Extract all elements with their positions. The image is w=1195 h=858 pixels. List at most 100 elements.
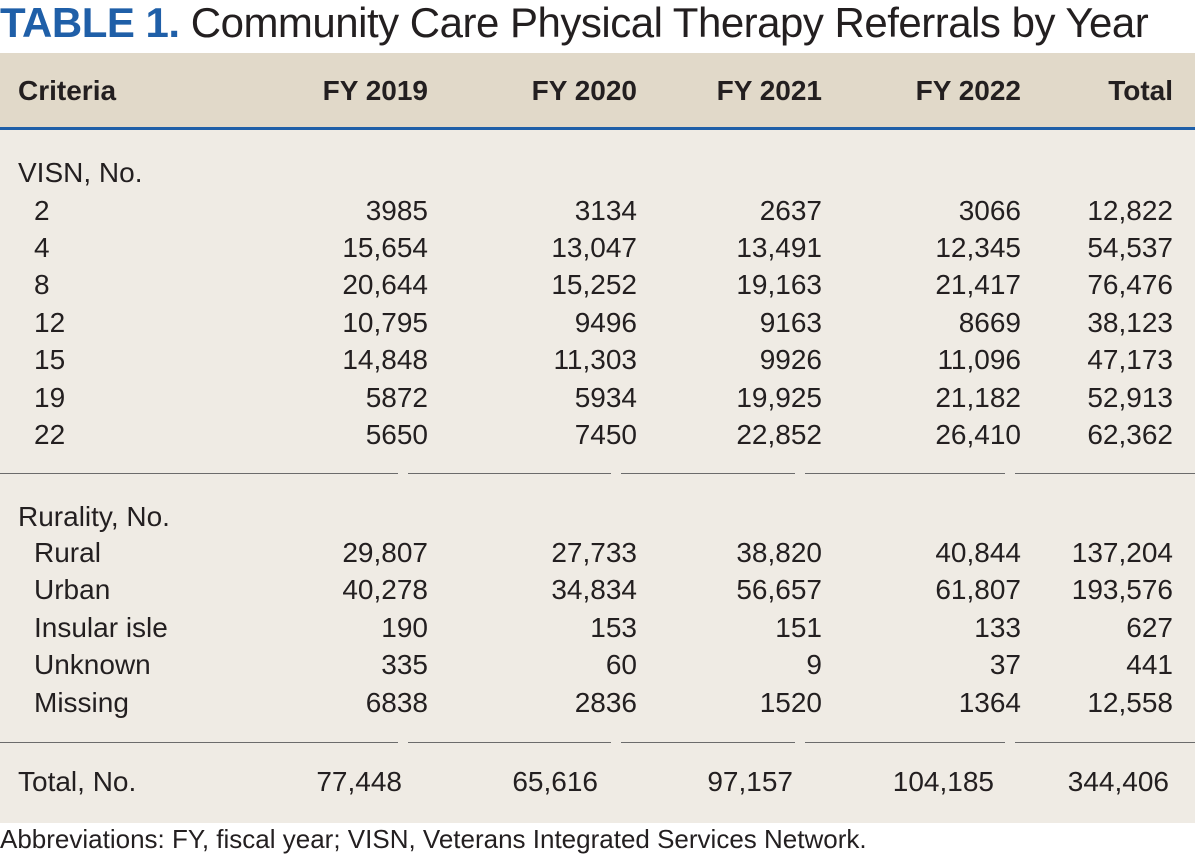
cell-fy2020: 7450 [574,419,637,450]
row-label: 4 [34,232,50,263]
row-label: Unknown [34,649,151,680]
table-number: TABLE 1. [0,0,180,46]
table-header: Criteria FY 2019 FY 2020 FY 2021 FY 2022… [0,53,1195,130]
total-all: 344,406 [1067,766,1169,797]
cell-fy2022: 8669 [958,307,1021,338]
table-row: 8 20,644 15,252 19,163 21,417 76,476 [0,266,1195,304]
cell-fy2019: 14,848 [342,344,428,375]
section-heading-label: Rurality, No. [18,501,170,532]
section-divider [0,473,1195,474]
cell-total: 627 [1126,612,1173,643]
section-heading-rurality: Rurality, No. [0,498,1195,536]
cell-fy2021: 1520 [759,687,822,718]
cell-fy2020: 34,834 [551,574,637,605]
cell-fy2019: 335 [381,649,428,680]
cell-total: 47,173 [1087,344,1173,375]
cell-total: 54,537 [1087,232,1173,263]
total-label: Total, No. [18,766,137,797]
cell-fy2019: 40,278 [342,574,428,605]
section-divider [0,742,1195,743]
cell-fy2022: 61,807 [935,574,1021,605]
table-row: Missing 6838 2836 1520 1364 12,558 [0,684,1195,722]
cell-fy2021: 9926 [759,344,822,375]
table-row: Urban 40,278 34,834 56,657 61,807 193,57… [0,571,1195,609]
header-fy2021: FY 2021 [716,75,822,106]
row-label: 15 [34,344,66,375]
row-label: Urban [34,574,111,605]
cell-fy2022: 133 [974,612,1021,643]
cell-total: 12,558 [1087,687,1173,718]
row-label: 19 [34,382,66,413]
cell-fy2020: 60 [605,649,637,680]
cell-total: 137,204 [1071,537,1173,568]
cell-fy2020: 13,047 [551,232,637,263]
cell-fy2020: 15,252 [551,269,637,300]
cell-fy2021: 2637 [759,195,822,226]
table-row: 22 5650 7450 22,852 26,410 62,362 [0,416,1195,454]
table-row: 15 14,848 11,303 9926 11,096 47,173 [0,341,1195,379]
cell-fy2019: 6838 [365,687,428,718]
cell-fy2021: 9 [806,649,822,680]
cell-fy2022: 3066 [958,195,1021,226]
table-title: TABLE 1. Community Care Physical Therapy… [0,0,1195,48]
cell-fy2020: 3134 [574,195,637,226]
total-fy2019: 77,448 [316,766,402,797]
table-caption: Community Care Physical Therapy Referral… [190,0,1149,46]
header-fy2022: FY 2022 [915,75,1021,106]
cell-fy2019: 20,644 [342,269,428,300]
section-heading-visn: VISN, No. [0,154,1195,192]
section-heading-label: VISN, No. [18,157,143,188]
cell-fy2019: 190 [381,612,428,643]
cell-fy2019: 5650 [365,419,428,450]
cell-fy2021: 56,657 [736,574,822,605]
cell-fy2022: 26,410 [935,419,1021,450]
table-row: 4 15,654 13,047 13,491 12,345 54,537 [0,229,1195,267]
cell-total: 441 [1126,649,1173,680]
cell-fy2022: 11,096 [937,344,1021,375]
cell-fy2022: 21,182 [935,382,1021,413]
cell-fy2021: 19,925 [736,382,822,413]
total-fy2022: 104,185 [892,766,994,797]
cell-fy2021: 151 [775,612,822,643]
total-fy2020: 65,616 [512,766,598,797]
header-criteria: Criteria [18,75,117,106]
table-row: 2 3985 3134 2637 3066 12,822 [0,192,1195,230]
cell-total: 52,913 [1087,382,1173,413]
table-panel: Criteria FY 2019 FY 2020 FY 2021 FY 2022… [0,53,1195,823]
cell-fy2020: 27,733 [551,537,637,568]
table-row: Insular isle 190 153 151 133 627 [0,609,1195,647]
header-total: Total [1108,75,1173,106]
cell-fy2020: 11,303 [553,344,637,375]
row-label: Rural [34,537,101,568]
cell-fy2019: 5872 [365,382,428,413]
cell-fy2021: 9163 [759,307,822,338]
cell-total: 12,822 [1087,195,1173,226]
cell-fy2021: 13,491 [736,232,822,263]
header-row: Criteria FY 2019 FY 2020 FY 2021 FY 2022… [0,53,1195,129]
cell-fy2022: 40,844 [935,537,1021,568]
header-fy2019: FY 2019 [322,75,428,106]
cell-total: 38,123 [1087,307,1173,338]
cell-fy2022: 12,345 [935,232,1021,263]
cell-fy2020: 153 [590,612,637,643]
cell-fy2020: 2836 [574,687,637,718]
cell-total: 76,476 [1087,269,1173,300]
cell-fy2021: 22,852 [736,419,822,450]
cell-total: 62,362 [1087,419,1173,450]
table-footnote: Abbreviations: FY, fiscal year; VISN, Ve… [0,824,867,854]
table-row: 19 5872 5934 19,925 21,182 52,913 [0,379,1195,417]
row-label: Missing [34,687,129,718]
cell-fy2022: 21,417 [935,269,1021,300]
cell-total: 193,576 [1071,574,1173,605]
table-row: 12 10,795 9496 9163 8669 38,123 [0,304,1195,342]
row-label: 22 [34,419,66,450]
cell-fy2020: 5934 [574,382,637,413]
total-row: Total, No. 77,448 65,616 97,157 104,185 … [0,763,1195,801]
header-fy2020: FY 2020 [531,75,637,106]
cell-fy2019: 3985 [365,195,428,226]
table-row: Rural 29,807 27,733 38,820 40,844 137,20… [0,534,1195,572]
row-label: Insular isle [34,612,168,643]
cell-fy2022: 1364 [958,687,1021,718]
cell-fy2022: 37 [989,649,1021,680]
cell-fy2021: 19,163 [736,269,822,300]
